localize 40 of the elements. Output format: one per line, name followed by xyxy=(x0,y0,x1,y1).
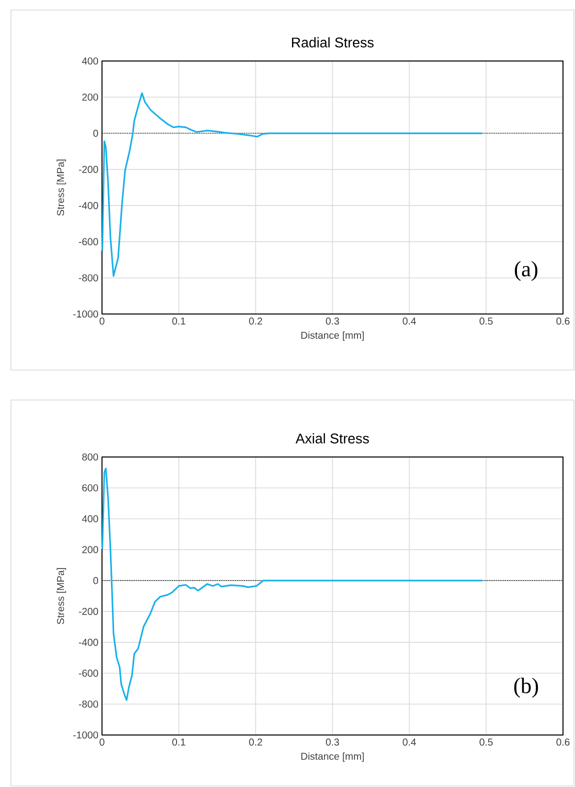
y-tick-label: -600 xyxy=(78,238,98,246)
y-tick-label: -800 xyxy=(78,274,98,282)
x-axis-title: Distance [mm] xyxy=(301,331,364,341)
y-tick-label: -400 xyxy=(78,638,98,646)
chart-title: Radial Stress xyxy=(292,37,374,48)
x-tick-label: 0.3 xyxy=(326,318,340,325)
x-tick-label: 0.5 xyxy=(480,738,493,746)
x-tick-label: 0.2 xyxy=(249,738,262,746)
y-tick-label: 600 xyxy=(82,484,98,492)
annotation: (b) xyxy=(514,678,538,698)
x-tick-label: 0.1 xyxy=(172,318,186,325)
y-axis-title: Stress [MPa] xyxy=(56,568,66,624)
x-tick-label: 0.2 xyxy=(249,318,262,325)
y-tick-label: -600 xyxy=(78,670,98,677)
y-tick-label: -200 xyxy=(78,166,98,173)
x-tick-label: 0.4 xyxy=(402,738,416,746)
y-tick-label: 400 xyxy=(82,515,98,522)
y-tick-label: 200 xyxy=(82,546,98,554)
x-tick-label: 0.3 xyxy=(326,738,340,746)
y-tick-label: 200 xyxy=(82,94,98,101)
y-tick-label: 800 xyxy=(82,453,98,461)
x-tick-label: 0 xyxy=(100,738,104,746)
y-axis-title: Stress [MPa] xyxy=(56,160,66,216)
y-tick-label: 0 xyxy=(93,577,98,584)
y-tick-label: -1000 xyxy=(73,731,98,739)
y-tick-label: 400 xyxy=(82,57,98,65)
y-tick-label: -400 xyxy=(78,202,98,210)
chart-title: Axial Stress xyxy=(296,433,369,444)
x-tick-label: 0.1 xyxy=(172,738,186,746)
x-tick-label: 0.4 xyxy=(402,318,416,325)
y-tick-label: -1000 xyxy=(73,310,98,318)
x-tick-label: 0.6 xyxy=(556,318,570,325)
annotation: (a) xyxy=(514,261,538,281)
x-axis-title: Distance [mm] xyxy=(301,752,364,762)
y-tick-label: 0 xyxy=(93,130,98,137)
x-tick-label: 0.5 xyxy=(480,318,493,325)
y-tick-label: -200 xyxy=(78,608,98,615)
x-tick-label: 0.6 xyxy=(556,738,570,746)
y-tick-label: -800 xyxy=(78,700,98,708)
x-tick-label: 0 xyxy=(100,318,104,325)
